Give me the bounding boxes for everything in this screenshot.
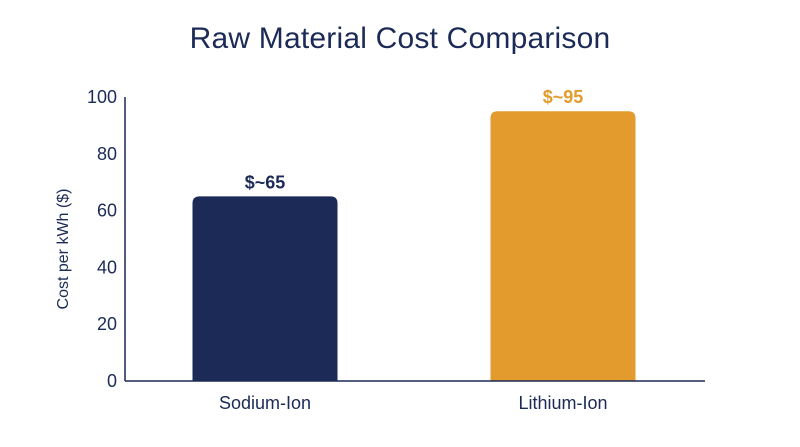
y-axis-ticks: 0 20 40 60 80 100 (87, 87, 117, 391)
y-axis-title: Cost per kWh ($) (55, 189, 72, 310)
y-tick-label: 60 (97, 201, 117, 221)
y-tick-label: 0 (107, 371, 117, 391)
data-label: $~95 (543, 87, 584, 107)
y-tick-label: 100 (87, 87, 117, 107)
data-label: $~65 (245, 172, 286, 192)
data-labels: $~65 $~95 (245, 87, 584, 192)
bar-lithium-ion (490, 111, 636, 381)
y-tick-label: 40 (97, 257, 117, 277)
bar-sodium-ion (192, 196, 338, 381)
y-tick-label: 20 (97, 314, 117, 334)
bars (192, 111, 636, 381)
chart-title: Raw Material Cost Comparison (189, 22, 611, 55)
category-labels: Sodium-Ion Lithium-Ion (219, 393, 608, 413)
y-tick-label: 80 (97, 144, 117, 164)
category-label: Sodium-Ion (219, 393, 311, 413)
category-label: Lithium-Ion (518, 393, 607, 413)
